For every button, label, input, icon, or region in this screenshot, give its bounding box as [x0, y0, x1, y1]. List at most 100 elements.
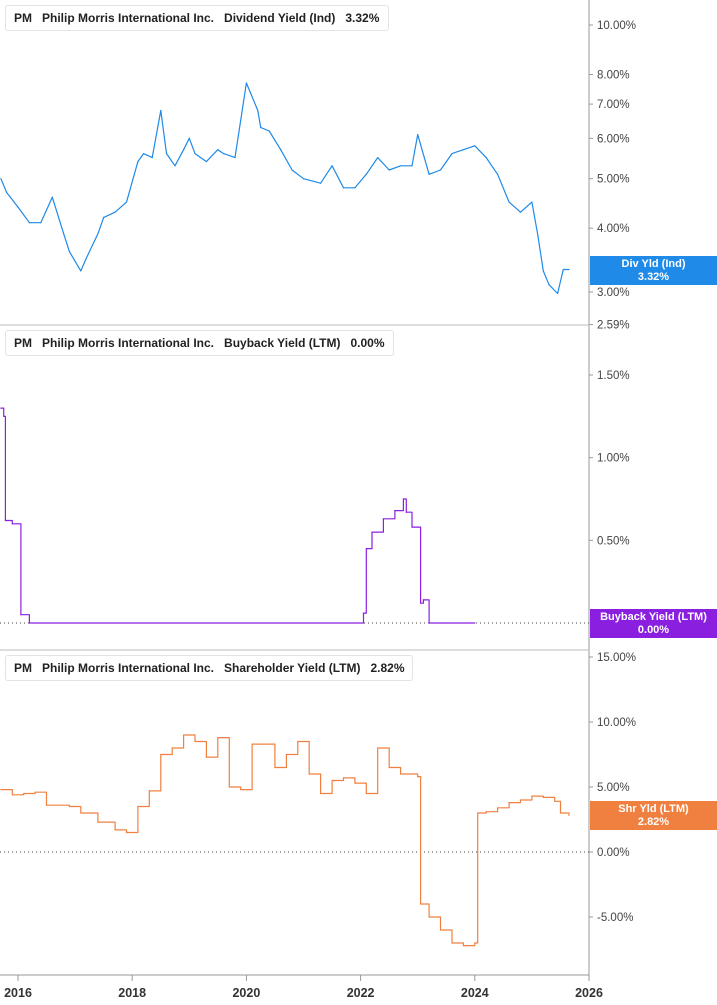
- data-point-buyback: [474, 622, 476, 624]
- data-point-buyback: [5, 519, 8, 522]
- data-point-shareholder: [365, 792, 367, 795]
- legend-metric: Buyback Yield (LTM): [224, 336, 341, 350]
- data-point-buyback: [17, 523, 19, 525]
- data-point-dividend: [234, 156, 236, 159]
- data-point-dividend: [222, 152, 225, 155]
- data-point-dividend: [451, 152, 453, 155]
- data-point-dividend: [342, 187, 345, 189]
- y-tick-label: -5.00%: [597, 912, 633, 924]
- y-tick-label: 4.00%: [597, 223, 630, 235]
- data-point-dividend: [217, 149, 219, 151]
- flag-label: Buyback Yield (LTM): [600, 610, 707, 623]
- legend-ticker: PM: [14, 661, 32, 675]
- data-point-shareholder: [331, 779, 333, 782]
- legend-company: Philip Morris International Inc.: [42, 661, 215, 675]
- data-point-shareholder: [554, 800, 556, 802]
- flag-value: 3.32%: [637, 270, 670, 283]
- data-point-shareholder: [497, 807, 499, 809]
- data-point-shareholder: [68, 805, 70, 808]
- data-point-shareholder: [80, 812, 82, 814]
- data-point-buyback: [405, 511, 407, 513]
- data-point-dividend: [114, 211, 116, 213]
- data-point-dividend: [80, 270, 82, 272]
- data-point-dividend: [5, 191, 8, 194]
- data-point-dividend: [103, 216, 105, 218]
- data-point-dividend: [260, 126, 262, 129]
- data-point-shareholder: [137, 805, 139, 808]
- data-point-buyback: [371, 531, 373, 533]
- y-tick-label: 10.00%: [597, 20, 636, 32]
- x-tick-label: 2020: [232, 986, 260, 1000]
- data-point-shareholder: [377, 747, 379, 749]
- data-point-dividend: [428, 173, 430, 175]
- x-tick-label: 2016: [4, 986, 32, 1000]
- data-point-shareholder: [411, 773, 413, 775]
- series-line-shareholder: [0, 734, 570, 947]
- x-tick-label: 2024: [461, 986, 489, 1000]
- data-point-shareholder: [205, 756, 208, 758]
- data-point-buyback: [417, 526, 419, 528]
- data-point-dividend: [97, 233, 99, 235]
- data-point-shareholder: [251, 743, 253, 745]
- data-point-buyback: [11, 523, 13, 525]
- data-point-dividend: [257, 109, 259, 112]
- data-point-dividend: [542, 270, 544, 272]
- legend-metric: Dividend Yield (Ind): [224, 11, 336, 25]
- x-tick-label: 2026: [575, 986, 603, 1000]
- data-point-dividend: [205, 161, 208, 163]
- data-point-dividend: [399, 165, 402, 167]
- data-point-dividend: [51, 196, 53, 198]
- legend-value: 3.32%: [345, 11, 380, 25]
- data-point-shareholder: [439, 929, 442, 931]
- data-point-dividend: [439, 169, 442, 171]
- data-point-dividend: [302, 178, 305, 180]
- flag-value: 2.82%: [637, 815, 670, 828]
- data-point-dividend: [556, 292, 559, 295]
- flag-value: 0.00%: [637, 623, 670, 636]
- x-tick-label: 2018: [118, 986, 146, 1000]
- data-point-buyback: [0, 407, 2, 409]
- legend-buyback: PM Philip Morris International Inc. Buyb…: [5, 330, 394, 356]
- legend-ticker: PM: [14, 11, 32, 25]
- data-point-dividend: [17, 206, 19, 208]
- data-point-buyback: [457, 622, 459, 624]
- data-point-dividend: [331, 165, 333, 167]
- data-point-dividend: [137, 161, 139, 163]
- data-point-dividend: [160, 109, 162, 112]
- legend-company: Philip Morris International Inc.: [42, 11, 215, 25]
- data-point-buyback: [434, 622, 436, 624]
- data-point-shareholder: [308, 773, 310, 775]
- data-point-buyback: [4, 519, 7, 522]
- flag-shareholder: Shr Yld (LTM) 2.82%: [590, 801, 717, 830]
- data-point-shareholder: [451, 942, 453, 944]
- data-point-shareholder: [508, 802, 510, 804]
- y-tick-label: 5.00%: [597, 174, 630, 186]
- data-point-shareholder: [148, 790, 150, 792]
- data-point-dividend: [280, 149, 282, 151]
- data-point-dividend: [548, 284, 550, 286]
- data-point-dividend: [245, 82, 247, 84]
- data-point-dividend: [291, 169, 293, 171]
- legend-value: 0.00%: [350, 336, 385, 350]
- data-point-shareholder: [160, 753, 162, 756]
- data-point-dividend: [411, 165, 413, 167]
- data-point-buyback: [402, 498, 405, 500]
- data-point-shareholder: [462, 945, 464, 947]
- data-point-buyback: [3, 415, 5, 417]
- y-tick-label: 1.00%: [597, 453, 630, 465]
- data-point-dividend: [68, 250, 70, 253]
- y-tick-label: 5.00%: [597, 782, 630, 794]
- data-point-dividend: [388, 169, 390, 171]
- data-point-dividend: [165, 152, 168, 155]
- data-point-buyback: [428, 622, 430, 624]
- data-point-shareholder: [23, 792, 25, 795]
- flag-label: Shr Yld (LTM): [618, 802, 689, 815]
- data-point-shareholder: [519, 799, 522, 801]
- data-point-dividend: [474, 145, 476, 147]
- data-point-buyback: [445, 622, 447, 624]
- data-point-shareholder: [228, 786, 230, 788]
- data-point-shareholder: [477, 812, 479, 814]
- data-point-shareholder: [428, 916, 430, 918]
- data-point-dividend: [0, 178, 2, 180]
- data-point-dividend: [417, 134, 419, 136]
